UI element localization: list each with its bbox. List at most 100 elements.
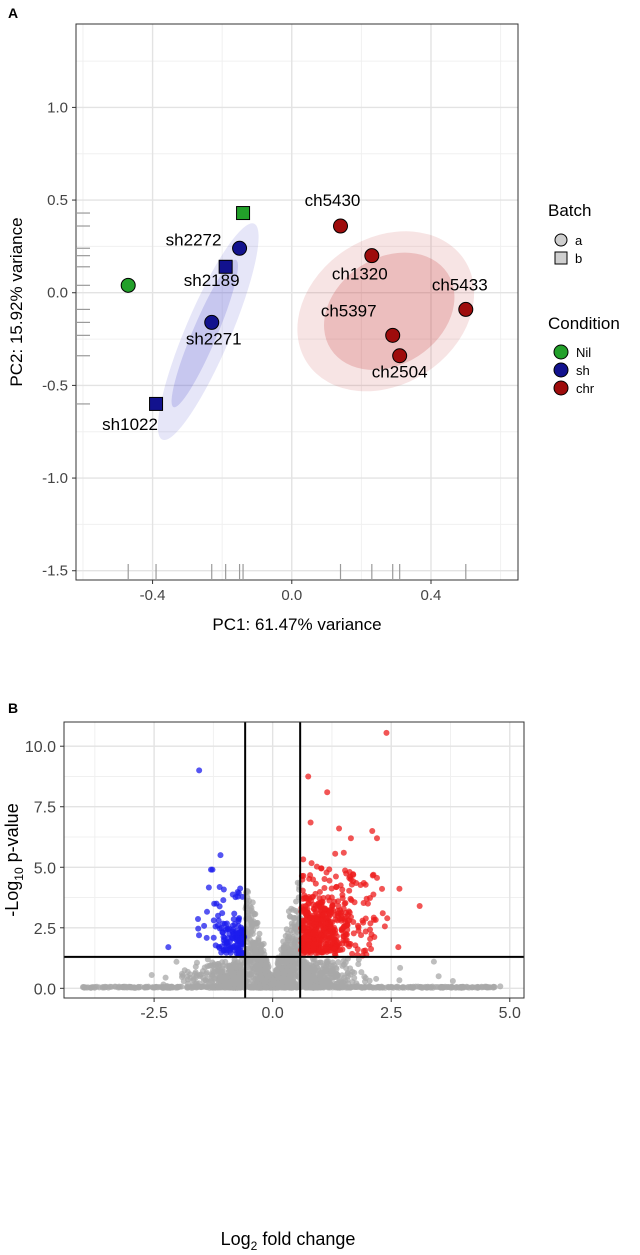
- volcano-point-up: [324, 789, 331, 796]
- pca-ellipse-chr: [297, 231, 475, 392]
- volcano-point-ns: [236, 970, 243, 977]
- volcano-point-up: [362, 915, 369, 922]
- volcano-point-ns: [262, 978, 269, 985]
- pca-legend: Batch a b Condition Nil sh chr: [548, 201, 620, 396]
- volcano-point-ns: [284, 976, 291, 983]
- pca-point-label: ch2504: [372, 363, 428, 382]
- pca-point-ch5397: [385, 327, 401, 343]
- volcano-point-ns: [460, 984, 467, 991]
- volcano-point-down: [215, 917, 222, 924]
- volcano-point-up: [384, 915, 391, 922]
- volcano-point-up: [349, 950, 356, 957]
- volcano-point-ns: [270, 977, 277, 984]
- volcano-point-up: [336, 825, 343, 832]
- volcano-point-ns: [355, 961, 362, 968]
- volcano-point-up: [302, 924, 309, 931]
- pca-plot-area: [76, 24, 518, 580]
- volcano-point-ns: [347, 965, 354, 972]
- volcano-point-down: [219, 920, 226, 927]
- pca-y-tick-label: 1.0: [47, 99, 68, 116]
- legend-batch-b-label: b: [575, 251, 582, 266]
- volcano-point-ns: [478, 983, 485, 990]
- volcano-point-down: [195, 916, 202, 923]
- volcano-point-up: [366, 941, 373, 948]
- volcano-point-up: [351, 899, 358, 906]
- volcano-point-ns: [238, 975, 245, 982]
- volcano-point-up: [367, 920, 374, 927]
- volcano-point-up: [362, 881, 369, 888]
- volcano-point-up: [326, 909, 333, 916]
- volcano-point-ns: [119, 984, 126, 991]
- volcano-point-up: [299, 887, 306, 894]
- volcano-point-ns: [282, 959, 289, 966]
- pca-point-label: sh2189: [184, 271, 240, 290]
- volcano-point-up: [326, 877, 333, 884]
- volcano-point-up: [347, 895, 354, 902]
- volcano-point-up: [337, 907, 344, 914]
- volcano-point-up: [316, 903, 323, 910]
- volcano-point-up: [309, 942, 316, 949]
- volcano-point-ns: [289, 923, 296, 930]
- volcano-point-ns: [162, 974, 169, 981]
- pca-plot-border: [75, 23, 519, 581]
- volcano-point-ns: [440, 984, 447, 991]
- volcano-point-up: [305, 773, 312, 780]
- volcano-point-ns: [135, 984, 142, 991]
- volcano-point-up: [360, 947, 367, 954]
- pca-point-label: ch5430: [305, 191, 361, 210]
- volcano-point-up: [317, 916, 324, 923]
- volcano-point-ns: [466, 984, 473, 991]
- volcano-point-ns: [355, 956, 362, 963]
- volcano-point-up: [350, 871, 357, 878]
- volcano-point-ns: [205, 982, 212, 989]
- volcano-point-up: [368, 931, 375, 938]
- volcano-point-ns: [258, 942, 265, 949]
- volcano-point-up: [307, 914, 314, 921]
- volcano-point-ns: [344, 969, 351, 976]
- volcano-point-down: [222, 926, 229, 933]
- volcano-point-ns: [283, 984, 290, 991]
- volcano-y-tick-label: 10.0: [25, 739, 56, 756]
- volcano-point-ns: [396, 977, 403, 984]
- volcano-point-ns: [96, 984, 103, 991]
- volcano-point-ns: [310, 967, 317, 974]
- volcano-point-up: [329, 919, 336, 926]
- volcano-point-up: [340, 849, 347, 856]
- volcano-point-up: [342, 867, 349, 874]
- volcano-point-up: [346, 887, 353, 894]
- volcano-point-down: [217, 852, 224, 859]
- volcano-point-up: [337, 947, 344, 954]
- pca-axis-ticks: -0.4 0.0 0.4 1.0 0.5 0.0 -0.5 -1.0 -1.5: [42, 99, 441, 604]
- volcano-point-up: [321, 931, 328, 938]
- volcano-point-ns: [222, 958, 229, 965]
- volcano-point-ns: [322, 982, 329, 989]
- pca-ellipse-sh: [171, 259, 238, 408]
- volcano-point-ns: [275, 974, 282, 981]
- pca-point-label: ch1320: [332, 265, 388, 284]
- volcano-point-ns: [220, 968, 227, 975]
- volcano-point-up: [373, 835, 380, 842]
- volcano-point-ns: [256, 930, 263, 937]
- volcano-point-ns: [328, 974, 335, 981]
- pca-y-tick-label: 0.5: [47, 192, 68, 209]
- volcano-x-tick-label: 2.5: [380, 1005, 402, 1022]
- volcano-point-ns: [252, 973, 259, 980]
- volcano-point-up: [320, 924, 327, 931]
- legend-condition-title: Condition: [548, 314, 620, 333]
- volcano-point-ns: [283, 943, 290, 950]
- volcano-point-none: [449, 978, 456, 985]
- volcano-point-ns: [340, 957, 347, 964]
- volcano-point-down: [208, 866, 215, 873]
- volcano-threshold-lines: [64, 722, 524, 998]
- volcano-point-ns: [249, 899, 256, 906]
- volcano-point-ns: [279, 984, 286, 991]
- volcano-y-tick-label: 7.5: [34, 800, 56, 817]
- volcano-point-down: [237, 924, 244, 931]
- volcano-point-down: [223, 938, 230, 945]
- pca-y-tick-label: -0.5: [42, 377, 68, 394]
- volcano-point-ns: [189, 982, 196, 989]
- volcano-point-ns: [287, 946, 294, 953]
- volcano-point-ns: [376, 984, 383, 991]
- pca-point-label: sh2272: [166, 230, 222, 249]
